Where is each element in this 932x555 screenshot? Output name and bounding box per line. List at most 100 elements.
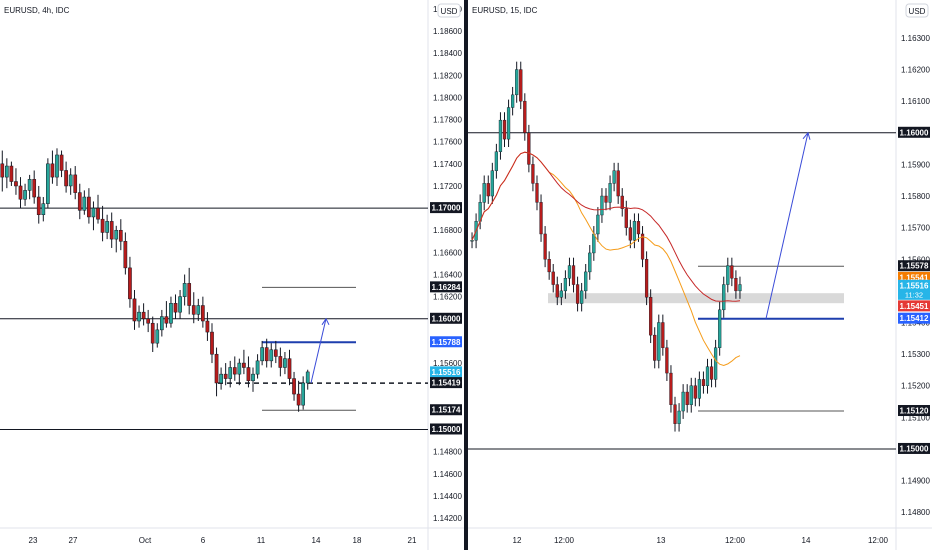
candle-body xyxy=(523,100,527,133)
y-tick-label: 1.15300 xyxy=(901,350,930,359)
price-label-box xyxy=(430,202,462,214)
candle-body xyxy=(278,356,283,368)
candle-body xyxy=(604,195,608,203)
candle-body xyxy=(9,165,14,182)
candle-body xyxy=(470,240,474,242)
price-label-text: 1.15000 xyxy=(432,425,461,434)
candle-body xyxy=(665,347,669,374)
candle-body xyxy=(592,233,596,254)
x-tick-label: 14 xyxy=(802,536,811,545)
price-label-text: 1.17000 xyxy=(432,204,461,213)
candle-body xyxy=(73,174,78,193)
candle-body xyxy=(571,265,576,285)
y-tick-label: 1.15800 xyxy=(901,192,930,201)
y-tick-label: 1.15600 xyxy=(433,359,462,368)
projection-arrow-head xyxy=(321,317,330,326)
x-tick-label: 27 xyxy=(69,536,78,545)
y-tick-label: 1.14600 xyxy=(433,470,462,479)
candle-body xyxy=(27,179,32,191)
candle-body xyxy=(600,195,604,216)
price-label-box xyxy=(430,336,462,348)
candle-body xyxy=(705,366,710,386)
candle-body xyxy=(82,196,87,211)
projection-arrow xyxy=(765,132,809,319)
candle-body xyxy=(187,283,192,306)
candle-body xyxy=(14,181,18,187)
candle-body xyxy=(640,233,645,260)
candle-body xyxy=(563,278,568,292)
candle-body xyxy=(677,410,681,424)
candle-body xyxy=(264,347,269,362)
y-tick-label: 1.15900 xyxy=(901,160,930,169)
y-tick-label: 1.18200 xyxy=(433,71,462,80)
candle-body xyxy=(551,271,555,285)
candle-body xyxy=(482,183,486,203)
price-label-text: 1.15541 xyxy=(900,273,929,282)
candle-body xyxy=(64,170,68,187)
candle-body xyxy=(685,391,689,405)
y-tick-label: 1.17600 xyxy=(433,138,462,147)
candle-body xyxy=(109,221,114,240)
x-tick-label: 12:00 xyxy=(725,536,746,545)
candle-body xyxy=(232,367,237,375)
y-tick-label: 1.17200 xyxy=(433,182,462,191)
x-tick-label: 11 xyxy=(257,536,266,545)
candle-body xyxy=(486,183,490,197)
candle-body xyxy=(137,311,141,322)
candle-body xyxy=(519,69,523,102)
candle-body xyxy=(141,311,146,320)
candle-body xyxy=(511,94,515,108)
y-tick-label: 1.14800 xyxy=(433,448,462,457)
candle-body xyxy=(669,372,673,405)
price-label-box xyxy=(898,126,930,138)
candle-body xyxy=(91,207,96,218)
candle-body xyxy=(502,119,507,140)
symbol-title: EURUSD, 4h, IDC xyxy=(4,6,70,15)
candle-body xyxy=(173,303,178,313)
currency-label: USD xyxy=(909,7,926,16)
projection-arrow xyxy=(310,318,327,384)
y-tick-label: 1.18600 xyxy=(433,27,462,36)
y-tick-label: 1.16300 xyxy=(901,34,930,43)
y-tick-label: 1.14400 xyxy=(433,492,462,501)
candle-body xyxy=(269,349,274,362)
price-label-text: 1.15788 xyxy=(432,338,461,347)
candle-body xyxy=(608,183,612,203)
x-tick-label: 6 xyxy=(201,536,206,545)
price-label-text: 1.15174 xyxy=(432,406,461,415)
price-label-box xyxy=(430,423,462,435)
candle-body xyxy=(681,391,685,412)
price-label-box xyxy=(898,300,930,312)
candle-body xyxy=(693,385,697,399)
y-tick-label: 1.16400 xyxy=(433,271,462,280)
price-label-text: 1.15578 xyxy=(900,262,929,271)
candle-body xyxy=(46,163,50,204)
moving-average-orange xyxy=(471,151,741,367)
y-tick-label: 1.18400 xyxy=(433,49,462,58)
pane-divider[interactable] xyxy=(464,0,468,550)
candle-body xyxy=(689,385,693,405)
candle-body xyxy=(77,192,82,211)
y-tick-label: 1.16800 xyxy=(433,226,462,235)
y-tick-label: 1.16600 xyxy=(433,248,462,257)
candle-body xyxy=(620,195,624,209)
price-label-box xyxy=(898,271,930,283)
candle-body xyxy=(228,367,233,379)
candle-body xyxy=(150,322,155,344)
candle-body xyxy=(305,371,310,384)
candle-body xyxy=(87,196,91,218)
x-tick-label: 23 xyxy=(29,536,38,545)
x-tick-label: 14 xyxy=(312,536,321,545)
pane-4h: 1.142001.144001.146001.148001.150001.152… xyxy=(0,0,464,550)
candle-body xyxy=(734,278,738,292)
currency-label: USD xyxy=(441,7,458,16)
price-label-text: 1.15516 xyxy=(432,368,461,377)
candle-body xyxy=(718,309,722,348)
symbol-title: EURUSD, 15, IDC xyxy=(472,6,538,15)
y-tick-label: 1.15200 xyxy=(901,382,930,391)
candle-body xyxy=(649,296,653,336)
candle-body xyxy=(0,163,5,178)
candle-body xyxy=(628,227,632,241)
